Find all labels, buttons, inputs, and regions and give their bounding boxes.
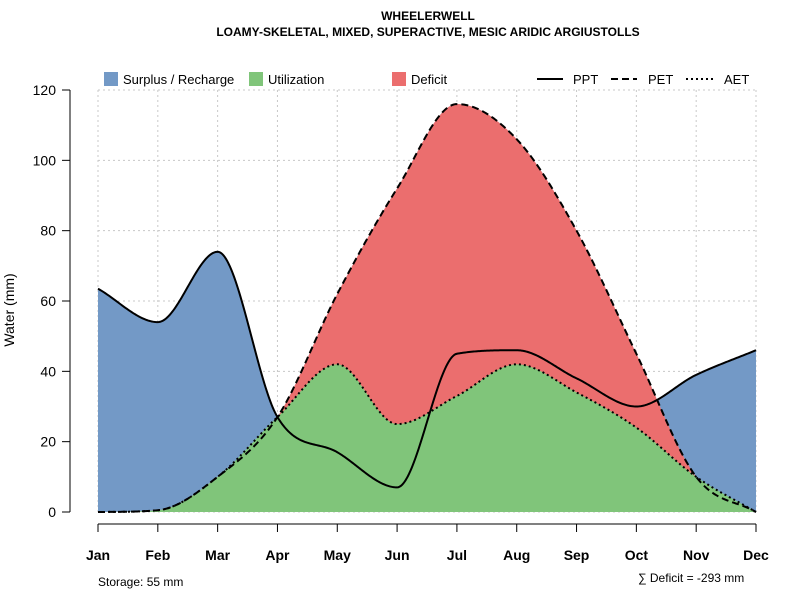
x-tick-label-sep: Sep [564,547,590,563]
legend-label-utilization: Utilization [268,72,324,87]
y-tick-label-60: 60 [40,293,56,309]
y-tick-label-80: 80 [40,223,56,239]
x-tick-label-nov: Nov [683,547,710,563]
chart-subtitle: LOAMY-SKELETAL, MIXED, SUPERACTIVE, MESI… [216,25,639,39]
legend: Surplus / Recharge Utilization Deficit P… [104,72,749,87]
line-pet [97,103,757,513]
x-tick-label-aug: Aug [503,547,530,563]
x-tick-label-jan: Jan [86,547,110,563]
x-tick-label-oct: Oct [625,547,649,563]
x-tick-label-may: May [324,547,351,563]
x-tick-label-mar: Mar [205,547,230,563]
legend-swatch-utilization [249,72,263,86]
deficit-note: ∑ Deficit = -293 mm [638,571,744,585]
legend-label-surplus: Surplus / Recharge [123,72,234,87]
x-tick-label-jul: Jul [447,547,467,563]
storage-note: Storage: 55 mm [98,575,183,589]
legend-label-ppt: PPT [573,72,598,87]
y-tick-label-20: 20 [40,434,56,450]
area-fills [98,104,756,512]
axes: 0 20 40 60 80 100 120 Jan Feb Mar Apr May Jun Jul Aug S… [33,82,769,563]
x-tick-label-feb: Feb [145,547,170,563]
legend-swatch-deficit [392,72,406,86]
x-tick-label-jun: Jun [385,547,410,563]
chart-title: WHEELERWELL [381,9,475,23]
series-lines [97,103,757,513]
y-axis-label: Water (mm) [1,273,17,346]
legend-label-pet: PET [648,72,673,87]
y-tick-label-120: 120 [33,82,57,98]
legend-label-aet: AET [724,72,749,87]
y-tick-label-0: 0 [48,504,56,520]
y-tick-label-40: 40 [40,363,56,379]
line-ppt [97,250,757,489]
x-tick-label-dec: Dec [743,547,769,563]
legend-swatch-surplus [104,72,118,86]
legend-label-deficit: Deficit [411,72,448,87]
x-tick-label-apr: Apr [265,547,290,563]
y-tick-label-100: 100 [33,152,57,168]
